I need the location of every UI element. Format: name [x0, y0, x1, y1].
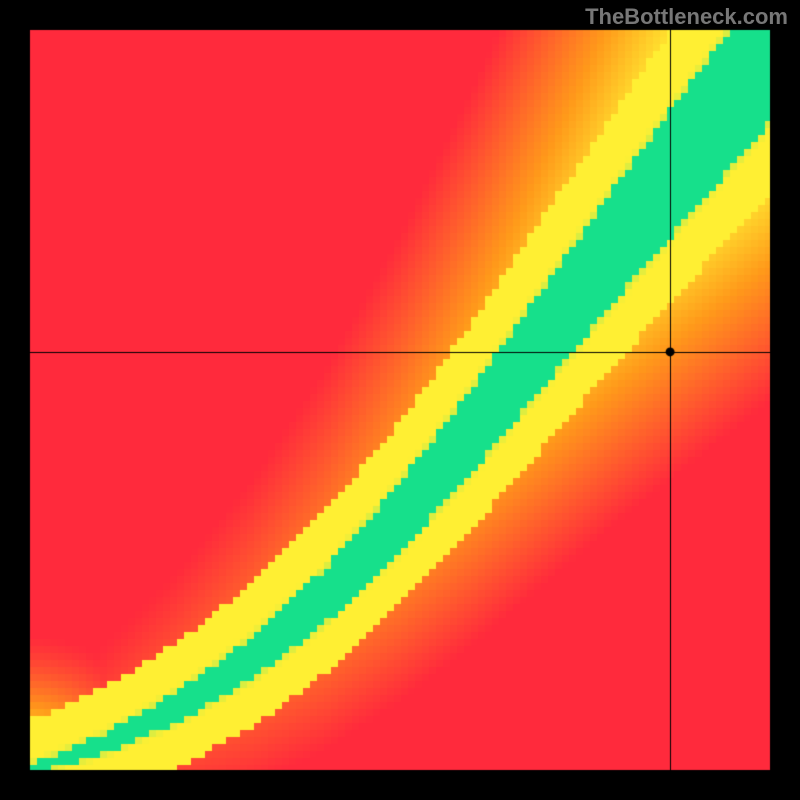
bottleneck-heatmap: [0, 0, 800, 800]
watermark-text: TheBottleneck.com: [585, 4, 788, 30]
